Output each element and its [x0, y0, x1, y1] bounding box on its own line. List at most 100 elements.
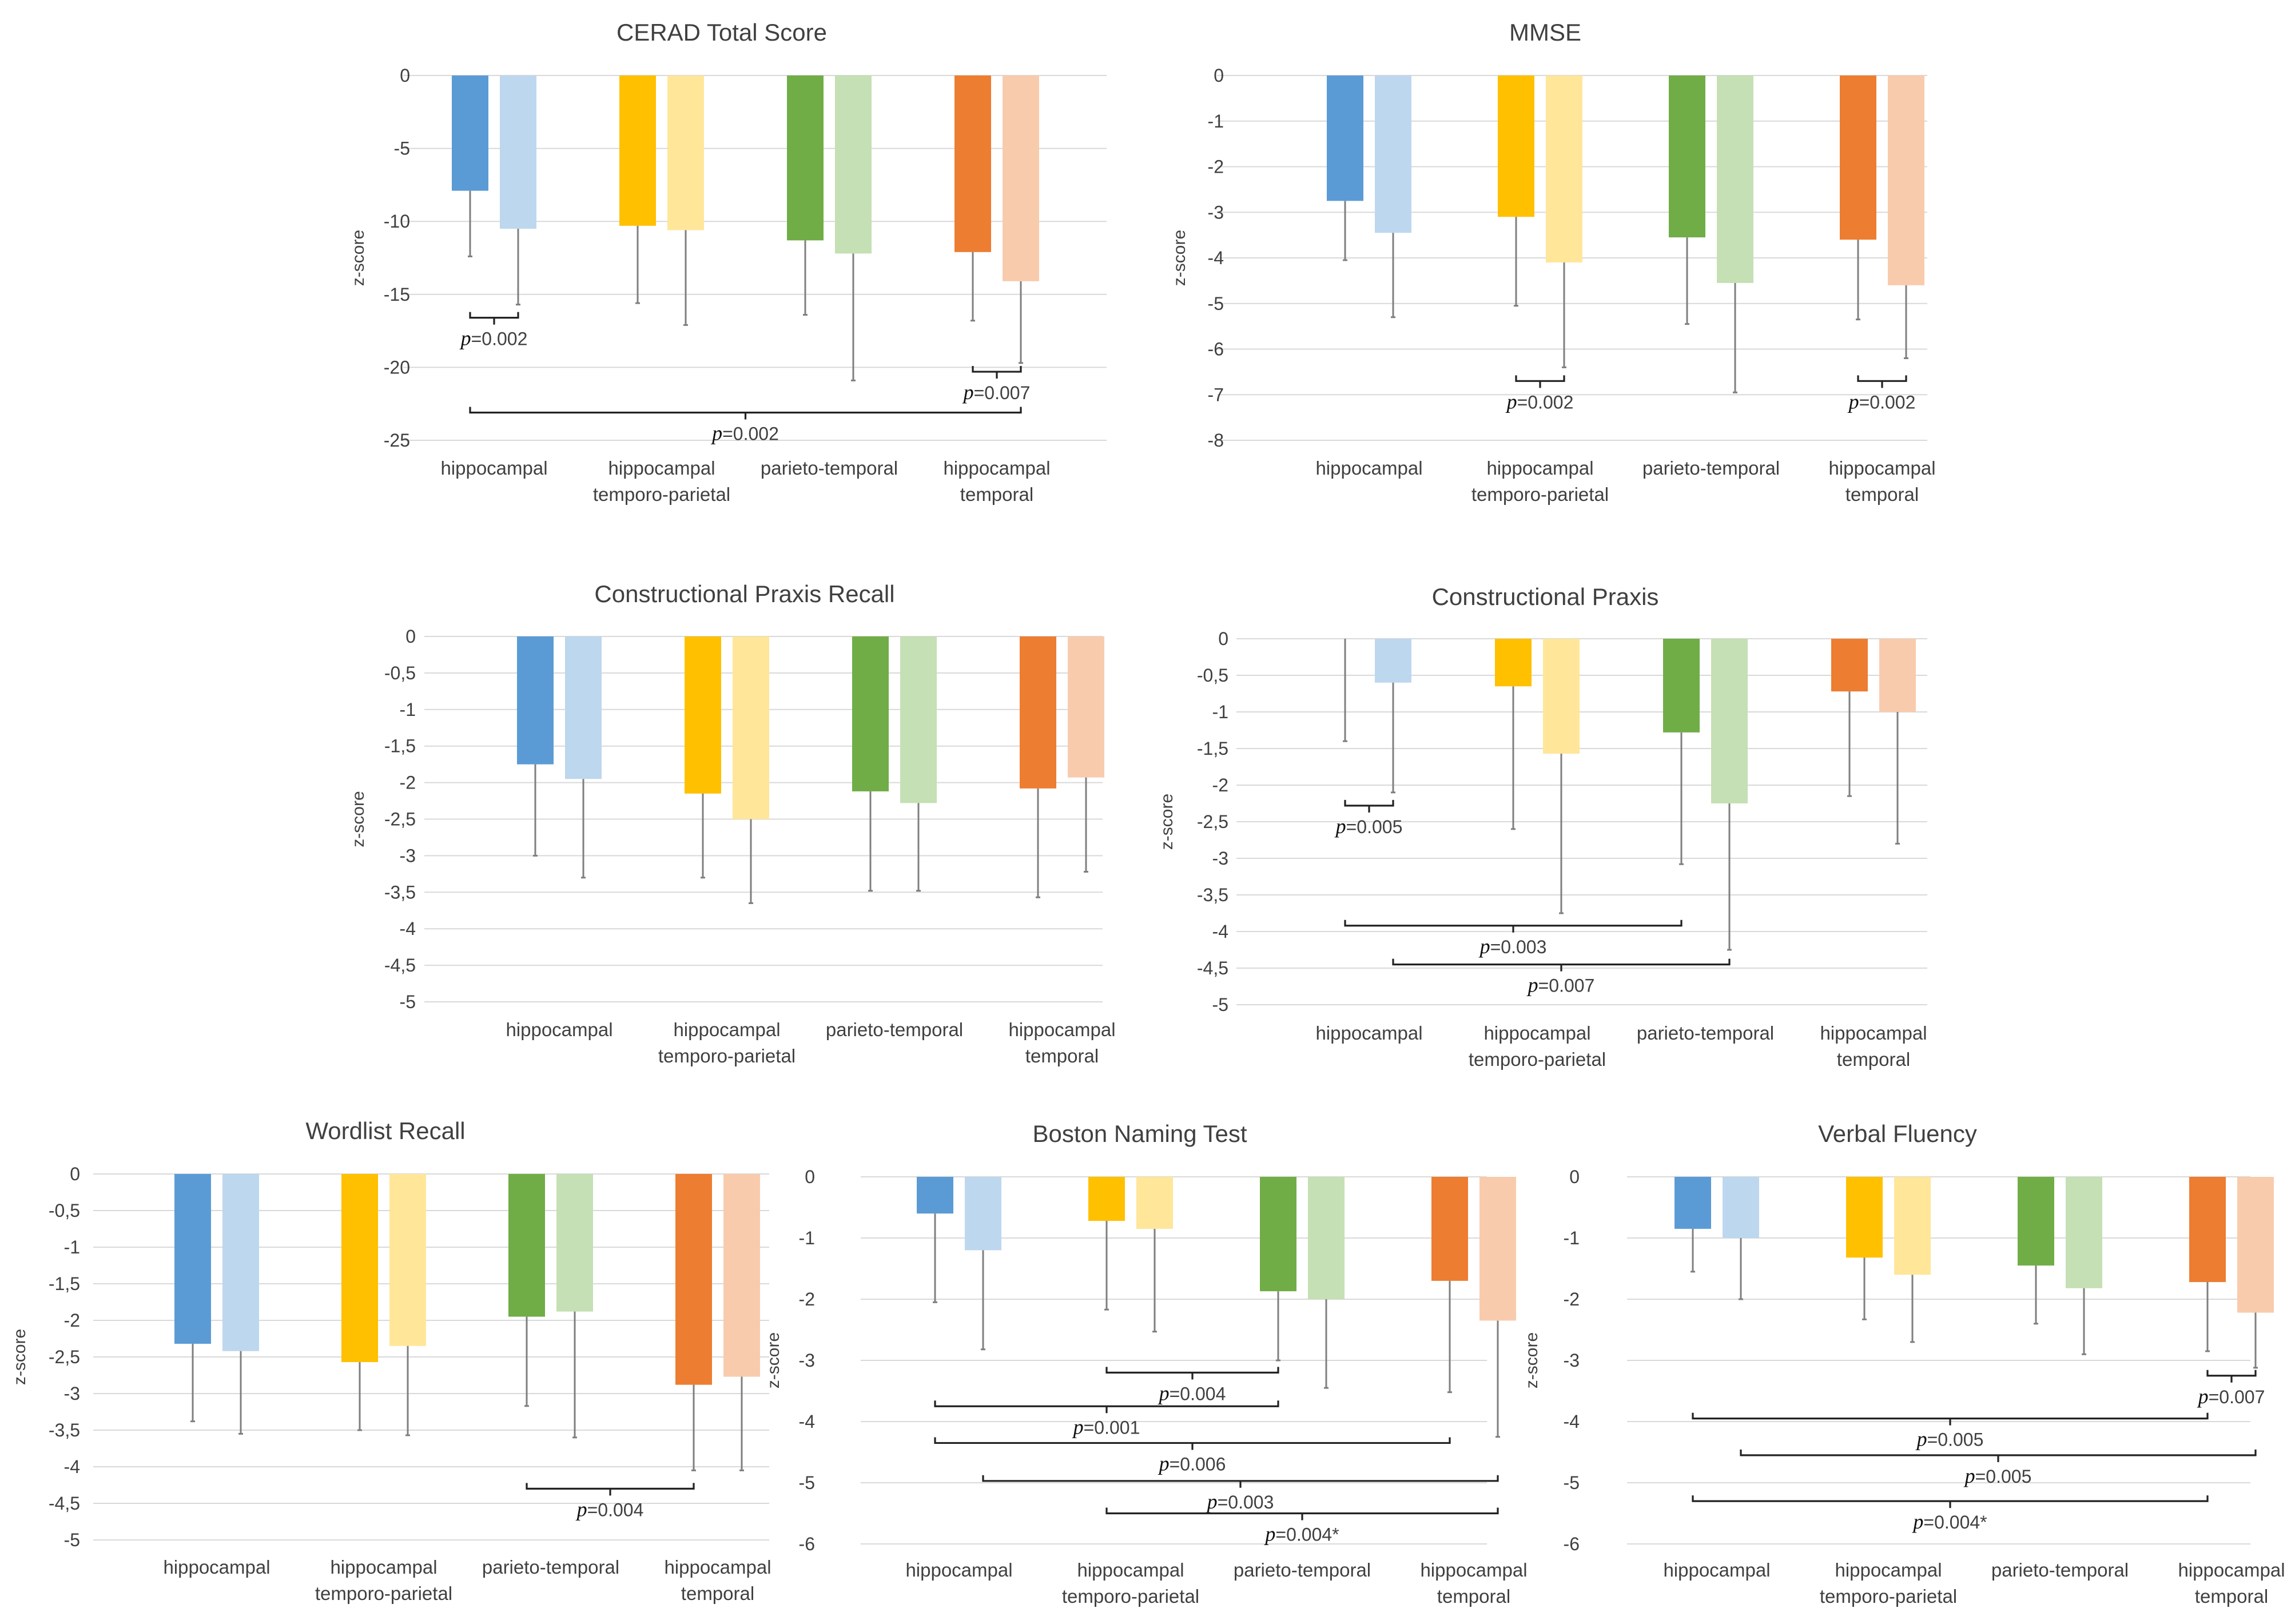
- category-label: hippocampal: [943, 457, 1050, 479]
- bar-hippocampal-light: [222, 1174, 259, 1351]
- y-tick-label: -20: [384, 357, 410, 377]
- y-tick-label: -5: [64, 1530, 80, 1550]
- y-tick-label: -5: [400, 992, 416, 1012]
- y-tick-label: -6: [799, 1534, 815, 1554]
- bar-hippocampal-temporal-light: [1479, 1177, 1516, 1321]
- chart-title: CERAD Total Score: [616, 19, 827, 46]
- p-value: =0.004: [587, 1499, 644, 1520]
- y-tick-label: -4: [1208, 248, 1224, 268]
- bar-hippocampal-temporo-parietal-dark: [685, 636, 721, 794]
- p-symbol: p: [1505, 390, 1517, 413]
- chart-title: Wordlist Recall: [305, 1117, 465, 1144]
- p-value-label: p=0.001: [1072, 1415, 1140, 1438]
- bar-hippocampal-temporal-dark: [1431, 1177, 1468, 1281]
- p-symbol: p: [1526, 974, 1538, 997]
- y-tick-label: -5: [799, 1472, 815, 1493]
- bar-parieto-temporal-dark: [1663, 639, 1700, 733]
- category-label: hippocampal: [1835, 1559, 1942, 1581]
- y-tick-label: -1: [1208, 111, 1224, 132]
- category-label: parieto-temporal: [761, 457, 898, 479]
- category-label: parieto-temporal: [1637, 1022, 1774, 1044]
- y-tick-label: -4: [1212, 921, 1228, 942]
- p-symbol: p: [459, 327, 471, 350]
- significance-bracket: [972, 366, 1022, 379]
- y-tick-label: -1: [1212, 702, 1228, 722]
- category-label: temporal: [1025, 1045, 1099, 1066]
- p-symbol: p: [1206, 1490, 1218, 1513]
- category-label: temporo-parietal: [593, 484, 730, 505]
- chart-title: Constructional Praxis: [1432, 583, 1659, 610]
- p-value: =0.001: [1084, 1417, 1140, 1438]
- bar-hippocampal-temporal-dark: [954, 75, 991, 252]
- y-tick-label: 0: [1214, 65, 1224, 86]
- y-tick-label: -3,5: [384, 882, 416, 902]
- category-label: hippocampal: [608, 457, 715, 479]
- y-tick-label: -3: [799, 1350, 815, 1371]
- chart-title: Constructional Praxis Recall: [594, 580, 894, 607]
- y-tick-label: -4,5: [1197, 958, 1228, 978]
- p-value-label: p=0.005: [1334, 815, 1403, 838]
- bar-hippocampal-dark: [452, 75, 488, 191]
- y-tick-label: -1,5: [49, 1273, 80, 1294]
- y-tick-label: -5: [1564, 1472, 1580, 1493]
- p-value: =0.004: [1170, 1383, 1226, 1404]
- significance-bracket: [2206, 1370, 2257, 1383]
- bar-hippocampal-dark: [517, 636, 554, 765]
- significance-bracket: [1740, 1449, 2257, 1462]
- y-tick-label: -8: [1208, 430, 1224, 451]
- p-value-label: p=0.002: [1847, 390, 1916, 413]
- y-tick-label: -2,5: [1197, 811, 1228, 832]
- y-tick-label: -6: [1564, 1534, 1580, 1554]
- category-label: hippocampal: [1828, 457, 1935, 479]
- significance-bracket: [1105, 1367, 1279, 1380]
- p-symbol: p: [1847, 390, 1859, 413]
- category-label: temporo-parietal: [1062, 1586, 1199, 1607]
- y-tick-label: -10: [384, 211, 410, 232]
- p-value: =0.006: [1170, 1454, 1226, 1474]
- p-value-label: p=0.002: [459, 327, 528, 350]
- chart-boston-naming-test: Boston Naming Test 0 -1 -2 -3 -4 -5 -6 z-score hi…: [764, 1120, 1528, 1607]
- chart-title: Boston Naming Test: [1032, 1120, 1247, 1147]
- category-label: hippocampal: [440, 457, 547, 479]
- bar-hippocampal-light: [1375, 639, 1411, 683]
- chart-title: Verbal Fluency: [1818, 1120, 1977, 1147]
- bar-hippocampal-light: [965, 1177, 1001, 1251]
- chart-cerad-total-score: CERAD Total Score 0 -5 -10 -15 -20 -25 z-score h…: [349, 19, 1107, 505]
- p-value-label: p=0.002: [710, 422, 779, 445]
- significance-bracket: [1692, 1495, 2209, 1508]
- y-tick-label: 0: [1218, 628, 1228, 649]
- bar-hippocampal-temporal-light: [723, 1174, 760, 1377]
- y-tick-label: -6: [1208, 339, 1224, 360]
- bar-parieto-temporal-dark: [852, 636, 889, 791]
- p-value-label: p=0.004*: [1911, 1510, 1987, 1533]
- significance-bracket: [934, 1400, 1279, 1414]
- category-label: hippocampal: [1820, 1022, 1927, 1044]
- y-tick-label: -0,5: [49, 1200, 80, 1221]
- bar-hippocampal-temporal-light: [1068, 636, 1104, 778]
- y-tick-label: -1,5: [384, 736, 416, 757]
- p-value: =0.002: [471, 329, 528, 349]
- bar-hippocampal-dark: [1327, 75, 1363, 201]
- p-symbol: p: [1963, 1464, 1975, 1487]
- category-label: hippocampal: [506, 1019, 612, 1040]
- p-value: =0.003: [1218, 1492, 1274, 1512]
- y-tick-label: 0: [805, 1167, 815, 1187]
- bar-parieto-temporal-dark: [508, 1174, 545, 1317]
- bar-parieto-temporal-dark: [1669, 75, 1705, 238]
- bar-parieto-temporal-light: [1711, 639, 1748, 803]
- p-value-label: p=0.006: [1158, 1452, 1226, 1475]
- category-label: parieto-temporal: [1642, 457, 1780, 479]
- p-value-label: p=0.007: [2197, 1385, 2265, 1408]
- y-axis-label: z-score: [764, 1332, 783, 1388]
- y-tick-label: -15: [384, 284, 410, 305]
- significance-bracket: [526, 1483, 695, 1496]
- y-tick-label: -2: [1564, 1289, 1580, 1309]
- p-value-label: p=0.005: [1915, 1428, 1984, 1451]
- y-axis-label: z-score: [1158, 794, 1176, 850]
- y-tick-label: -7: [1208, 384, 1224, 405]
- y-tick-label: -25: [384, 430, 410, 451]
- category-label: temporal: [2195, 1586, 2268, 1607]
- bar-hippocampal-temporal-light: [1003, 75, 1039, 281]
- category-label: temporal: [1437, 1586, 1510, 1607]
- bar-parieto-temporal-dark: [1260, 1177, 1296, 1292]
